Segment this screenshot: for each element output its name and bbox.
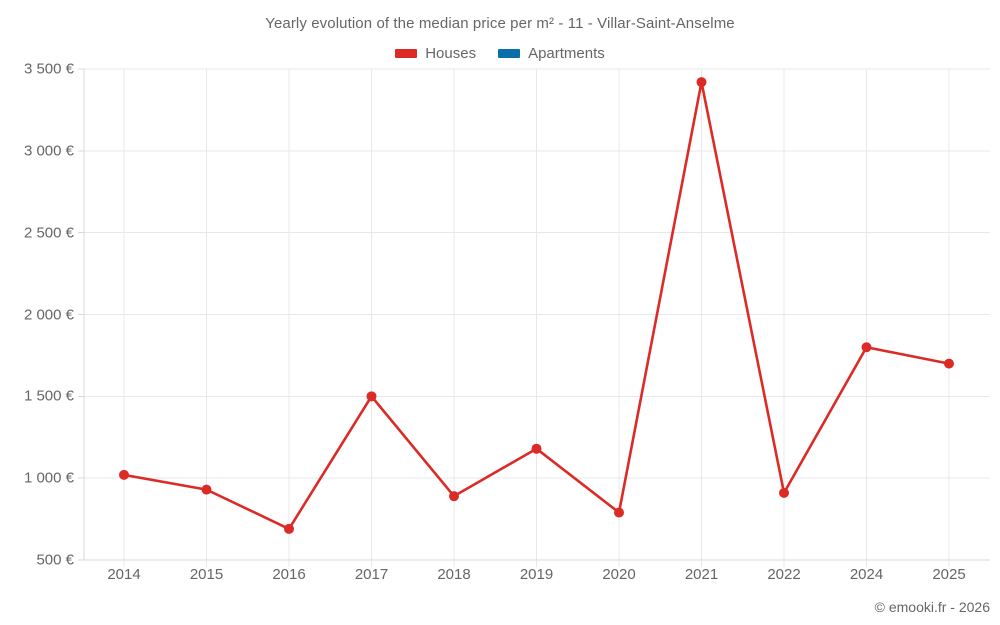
legend-swatch-apartments (498, 49, 521, 58)
legend-item-houses[interactable]: Houses (395, 45, 476, 62)
series-markers (119, 77, 954, 534)
grid-lines (84, 68, 990, 567)
x-axis-tick-label: 2019 (519, 566, 554, 583)
chart-legend: Houses Apartments (0, 45, 1000, 62)
y-axis-tick-label: 1 500 € (23, 387, 74, 405)
y-axis-tick-label: 1 000 € (23, 469, 74, 487)
x-axis-tick-label: 2017 (354, 566, 389, 583)
data-point-houses[interactable] (119, 469, 129, 480)
plot-area (78, 68, 990, 567)
plot-svg (78, 68, 990, 567)
data-point-houses[interactable] (944, 358, 954, 369)
y-axis-labels: 500 € 1 000 € 1 500 € 2 000 € 2 500 € 3 000 €… (0, 61, 74, 569)
y-axis-tick-label: 500 € (36, 551, 74, 569)
y-axis-tick-label: 3 500 € (23, 60, 74, 78)
x-axis-tick-label: 2022 (767, 566, 801, 583)
data-point-houses[interactable] (779, 487, 789, 498)
data-point-houses[interactable] (366, 391, 377, 402)
data-point-houses[interactable] (696, 77, 707, 88)
data-point-houses[interactable] (861, 342, 872, 353)
x-axis-tick-label: 2020 (602, 566, 636, 583)
chart-title: Yearly evolution of the median price per… (265, 15, 735, 32)
x-axis-tick-label: 2024 (849, 566, 884, 583)
x-axis-tick-label: 2018 (437, 566, 471, 583)
x-axis-labels: 2014 2015 2016 2017 2018 2019 2020 2021 2022 2024… (84, 566, 990, 588)
legend-item-apartments[interactable]: Apartments (498, 45, 605, 62)
x-axis-tick-label: 2016 (272, 566, 306, 583)
legend-swatch-houses (395, 49, 418, 58)
x-axis-tick-label: 2015 (189, 566, 224, 583)
y-axis-tick-label: 2 000 € (23, 306, 74, 323)
legend-label-apartments: Apartments (528, 45, 605, 62)
footer-credit: © emooki.fr - 2026 (874, 599, 990, 615)
x-axis-tick-label: 2025 (932, 566, 966, 583)
y-axis-tick-label: 3 000 € (23, 142, 74, 160)
y-axis-tick-label: 2 500 € (23, 224, 74, 242)
data-point-houses[interactable] (201, 484, 212, 495)
legend-label-houses: Houses (425, 45, 477, 62)
axis-lines (78, 68, 990, 561)
data-point-houses[interactable] (284, 523, 294, 534)
x-axis-tick-label: 2014 (107, 566, 141, 583)
x-axis-tick-label: 2021 (684, 566, 719, 583)
data-point-houses[interactable] (449, 491, 459, 502)
data-point-houses[interactable] (614, 507, 624, 518)
data-point-houses[interactable] (531, 443, 542, 454)
